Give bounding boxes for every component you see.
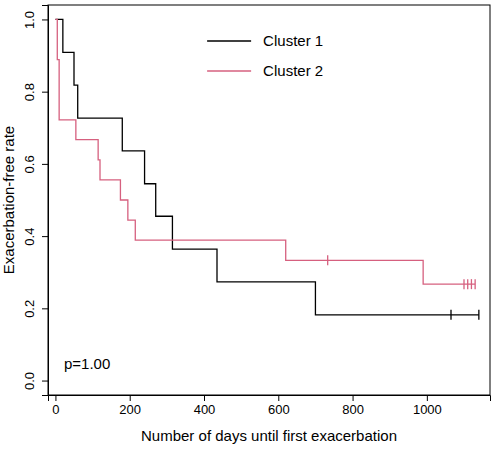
y-tick-mark: [42, 164, 48, 165]
x-tick-label: 200: [119, 402, 141, 417]
x-tick: 800: [342, 395, 364, 417]
legend-item: Cluster 1: [207, 32, 323, 49]
x-tick: 200: [119, 395, 141, 417]
legend-label: Cluster 1: [263, 32, 323, 49]
y-tick-label: 0.0: [22, 372, 37, 390]
y-tick: 0.0: [22, 372, 48, 390]
marks: [55, 19, 478, 319]
y-tick-label: 0.2: [22, 300, 37, 318]
censor-mark: [471, 279, 472, 289]
legend-swatch: [207, 40, 251, 42]
y-tick: 0.6: [22, 155, 48, 173]
plot-frame: [48, 5, 490, 395]
x-tick: 600: [268, 395, 290, 417]
censor-mark: [474, 279, 475, 289]
x-tick-mark: [278, 395, 279, 401]
y-axis-title: Exacerbation-free rate: [0, 126, 17, 274]
legend-label: Cluster 2: [263, 62, 323, 79]
survival-curve: [55, 19, 475, 284]
censor-mark: [450, 310, 451, 320]
y-tick: 0.8: [22, 83, 48, 101]
y-tick: 0.2: [22, 300, 48, 318]
x-tick-mark: [204, 395, 205, 401]
x-tick-mark: [55, 395, 56, 401]
censor-mark: [467, 279, 468, 289]
x-tick-label: 1000: [413, 402, 442, 417]
y-tick-label: 0.6: [22, 155, 37, 173]
y-tick: 1.0: [22, 11, 48, 29]
x-tick-mark: [130, 395, 131, 401]
plot: 0 200 400 600 800 1000 0.0 0.2 0.4 0.6 0.8 1.0 Clust…: [22, 5, 491, 417]
x-tick: 0: [52, 395, 59, 417]
chart: 0 200 400 600 800 1000 0.0 0.2 0.4 0.6 0.8 1.0 Clust…: [0, 0, 500, 451]
x-tick-label: 0: [52, 402, 59, 417]
x-axis: 0 200 400 600 800 1000: [49, 395, 491, 417]
censor-mark: [463, 279, 464, 289]
legend-item: Cluster 2: [207, 62, 323, 79]
x-tick-label: 600: [268, 402, 290, 417]
y-tick: 0.4: [22, 228, 48, 246]
y-tick-mark: [42, 308, 48, 309]
x-tick-mark: [353, 395, 354, 401]
legend-swatch: [207, 70, 251, 72]
y-axis: 0.0 0.2 0.4 0.6 0.8 1.0: [22, 6, 49, 396]
survival-curve: [55, 19, 478, 314]
y-axis-line: [42, 6, 49, 396]
y-tick-mark: [42, 92, 48, 93]
legend: Cluster 1 Cluster 2: [207, 32, 323, 79]
annotation: p=1.00: [64, 355, 110, 372]
x-axis-title: Number of days until first exacerbation: [141, 427, 397, 444]
y-tick-label: 0.4: [22, 228, 37, 246]
y-tick-label: 1.0: [22, 11, 37, 29]
x-tick: 400: [194, 395, 216, 417]
x-tick-mark: [427, 395, 428, 401]
y-tick-label: 0.8: [22, 83, 37, 101]
x-axis-line: [49, 396, 491, 402]
x-tick-label: 400: [194, 402, 216, 417]
y-tick-mark: [42, 19, 48, 20]
y-tick-mark: [42, 236, 48, 237]
y-tick-mark: [42, 381, 48, 382]
censor-mark: [327, 255, 328, 265]
x-tick: 1000: [413, 395, 442, 417]
x-tick-label: 800: [342, 402, 364, 417]
censor-mark: [478, 310, 479, 320]
